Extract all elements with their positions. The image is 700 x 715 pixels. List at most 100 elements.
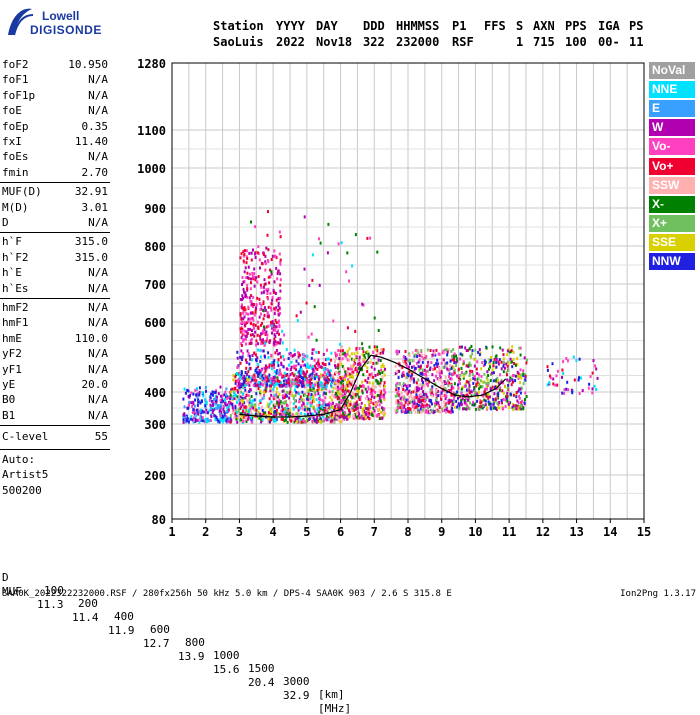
echo-point xyxy=(325,378,327,382)
echo-point xyxy=(291,378,294,382)
echo-point xyxy=(365,412,368,416)
echo-point xyxy=(410,411,413,415)
echo-point xyxy=(489,387,492,391)
echo-point xyxy=(290,365,293,369)
echo-point xyxy=(351,394,354,398)
echo-point xyxy=(594,364,597,368)
echo-point xyxy=(346,251,349,255)
echo-point xyxy=(275,393,278,397)
echo-point xyxy=(465,364,468,368)
echo-point xyxy=(486,370,489,374)
echo-point xyxy=(450,393,453,397)
echo-point xyxy=(236,365,239,369)
echo-point xyxy=(479,399,482,403)
echo-point xyxy=(241,327,244,331)
echo-point xyxy=(330,398,333,402)
echo-point xyxy=(408,353,411,357)
echo-point xyxy=(237,380,239,384)
echo-point xyxy=(326,376,329,380)
echo-point xyxy=(222,415,225,419)
echo-point xyxy=(514,363,517,367)
echo-point xyxy=(372,393,375,397)
echo-point xyxy=(257,275,260,278)
echo-point xyxy=(352,403,355,407)
param-row: foF1p N/A xyxy=(2,89,108,104)
echo-point xyxy=(354,393,357,396)
echo-point xyxy=(519,346,522,350)
echo-point xyxy=(418,400,421,404)
echo-point xyxy=(373,411,376,414)
echo-point xyxy=(255,339,258,343)
echo-point xyxy=(279,278,282,282)
echo-point xyxy=(458,357,461,361)
echo-point xyxy=(349,402,352,406)
echo-point xyxy=(205,400,208,404)
echo-point xyxy=(455,399,458,403)
echo-point xyxy=(279,289,282,293)
echo-point xyxy=(286,391,289,395)
echo-point xyxy=(265,339,268,343)
echo-point xyxy=(455,357,458,361)
echo-point xyxy=(276,277,279,281)
echo-point xyxy=(260,374,263,378)
echo-point xyxy=(283,371,286,375)
echo-point xyxy=(335,392,338,396)
echo-point xyxy=(190,417,192,421)
echo-point xyxy=(372,350,375,354)
echo-point xyxy=(465,349,468,352)
echo-point xyxy=(293,353,296,357)
echo-point xyxy=(272,324,275,328)
echo-point xyxy=(291,354,294,358)
echo-point xyxy=(411,396,413,400)
echo-point xyxy=(429,368,431,372)
echo-point xyxy=(210,415,213,418)
echo-point xyxy=(231,403,234,407)
echo-point xyxy=(406,375,408,379)
echo-point xyxy=(247,417,250,421)
echo-point xyxy=(344,391,347,394)
virtual-height-trace xyxy=(239,354,507,418)
echo-point xyxy=(265,330,268,334)
echo-point xyxy=(453,371,456,375)
echo-point xyxy=(327,222,330,226)
y-tick-label: 600 xyxy=(144,316,166,330)
echo-point xyxy=(362,373,365,377)
echo-point xyxy=(276,376,279,380)
echo-point xyxy=(350,352,353,356)
echo-point xyxy=(380,348,383,351)
echo-point xyxy=(289,373,292,377)
echo-point xyxy=(372,362,375,365)
echo-point xyxy=(370,372,373,376)
echo-point xyxy=(337,407,339,411)
echo-point xyxy=(374,401,377,404)
echo-point xyxy=(511,374,514,378)
echo-point xyxy=(401,395,403,399)
echo-point xyxy=(238,401,241,405)
echo-point xyxy=(496,406,499,410)
echo-point xyxy=(332,319,335,323)
echo-point xyxy=(239,298,242,301)
echo-point xyxy=(471,403,474,407)
echo-point xyxy=(204,406,207,410)
echo-point xyxy=(504,366,506,370)
echo-point xyxy=(452,386,455,390)
echo-point xyxy=(409,400,412,404)
echo-point xyxy=(337,380,340,384)
echo-point xyxy=(337,372,340,376)
echo-point xyxy=(249,287,252,291)
echo-point xyxy=(400,407,403,411)
echo-point xyxy=(245,391,248,394)
echo-point xyxy=(580,376,582,380)
echo-point xyxy=(445,404,448,408)
echo-point xyxy=(198,420,201,424)
echo-point xyxy=(269,323,272,327)
echo-point xyxy=(366,236,369,240)
echo-point xyxy=(434,353,437,357)
echo-point xyxy=(461,353,464,357)
echo-point xyxy=(264,411,267,415)
echo-point xyxy=(292,380,295,384)
echo-point xyxy=(254,369,257,372)
param-name: hmE xyxy=(2,331,22,345)
x-tick-label: 12 xyxy=(536,525,550,539)
echo-point xyxy=(435,397,438,401)
